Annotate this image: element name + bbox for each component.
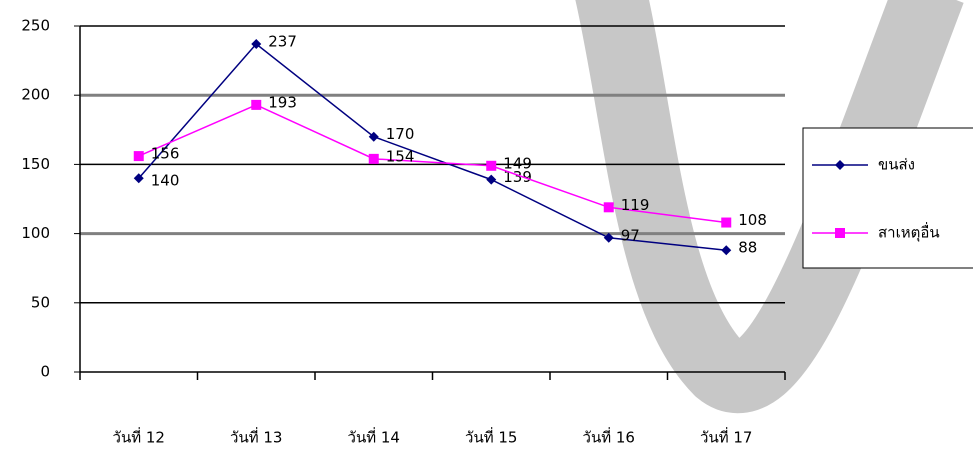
point [251,99,262,110]
x-tick-label: วันที่ 17 [700,427,752,447]
x-tick-label: วันที่ 15 [465,427,517,447]
point [368,153,379,164]
y-tick-label: 200 [21,86,50,104]
data-label: 140 [151,172,180,190]
point [486,174,497,185]
point [721,245,732,256]
data-label: 108 [738,211,767,229]
legend-box [802,127,973,269]
data-label: 156 [151,145,180,163]
x-tick-label: วันที่ 14 [348,427,400,447]
data-label: 193 [268,93,297,111]
data-label: 88 [738,239,757,257]
data-label: 149 [503,154,532,172]
point [603,202,614,213]
series-line [138,42,727,251]
point [368,131,379,142]
point [486,160,497,171]
y-tick-label: 0 [40,363,50,381]
x-tick-label: วันที่ 13 [230,427,282,447]
point [603,232,614,243]
x-tick-label: วันที่ 12 [113,427,165,447]
data-label: 237 [268,32,297,50]
plot-area: 0 50 100 150 200 250 วันที่ 12 วันที่ 13 วันที่ … [21,17,786,447]
data-label: 170 [386,125,415,143]
point [133,173,144,184]
y-tick-label: 50 [31,293,50,311]
point [133,151,144,162]
data-label: 154 [386,147,415,165]
series-line [138,104,727,224]
y-tick-label: 250 [21,17,50,35]
legend-label: สาเหตุอื่น [878,222,940,243]
point [721,217,732,228]
y-tick-label: 150 [21,155,50,173]
x-tick-label: วันที่ 16 [583,427,635,447]
legend-marker [835,160,845,170]
data-label: 97 [621,226,640,244]
point [251,38,262,49]
legend-marker [835,228,845,238]
legend-label: ขนส่ง [878,156,915,174]
data-label: 119 [621,196,650,214]
y-tick-label: 100 [21,224,50,242]
